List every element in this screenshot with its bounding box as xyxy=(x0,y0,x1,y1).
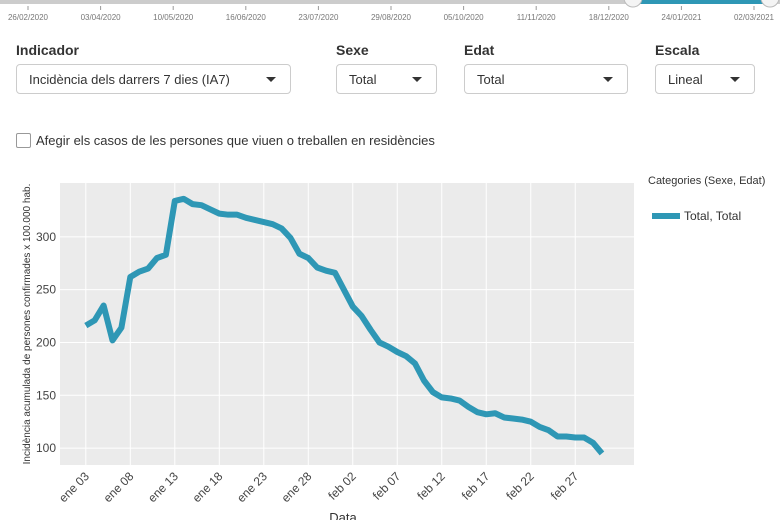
y-tick-label: 200 xyxy=(36,335,56,349)
control-label: Edat xyxy=(464,42,495,58)
x-tick-label: ene 18 xyxy=(190,469,226,505)
x-tick-label: feb 17 xyxy=(459,469,493,503)
y-tick-label: 150 xyxy=(36,388,56,402)
legend-label: Total, Total xyxy=(684,209,741,223)
x-tick-label: feb 07 xyxy=(370,469,404,503)
x-tick-label: ene 03 xyxy=(56,469,92,505)
x-tick-label: ene 13 xyxy=(145,469,181,505)
timeline-handle[interactable] xyxy=(623,0,643,8)
x-tick-label: feb 12 xyxy=(414,469,448,503)
select[interactable]: Incidència dels darrers 7 dies (IA7) xyxy=(16,64,291,94)
timeline-label: 18/12/2020 xyxy=(589,13,630,22)
timeline-label: 05/10/2020 xyxy=(444,13,485,22)
timeline-label: 02/03/2021 xyxy=(734,13,775,22)
y-axis-title: Incidència acumulada de persones confirm… xyxy=(22,184,33,465)
x-tick-label: ene 28 xyxy=(279,469,315,505)
control-label: Escala xyxy=(655,42,700,58)
select[interactable]: Total xyxy=(336,64,437,94)
y-tick-label: 250 xyxy=(36,283,56,297)
control-label: Sexe xyxy=(336,42,369,58)
x-tick-label: ene 23 xyxy=(234,469,270,505)
timeline-label: 23/07/2020 xyxy=(298,13,339,22)
timeline-label: 16/06/2020 xyxy=(226,13,267,22)
timeline-label: 11/11/2020 xyxy=(517,13,556,22)
line xyxy=(84,195,605,456)
timeline-label: 26/02/2020 xyxy=(8,13,49,22)
x-tick-label: ene 08 xyxy=(101,469,137,505)
select[interactable]: Lineal xyxy=(655,64,755,94)
checkbox[interactable] xyxy=(16,133,31,148)
plot-background xyxy=(60,183,634,465)
x-tick-label: feb 27 xyxy=(548,469,582,503)
y-tick-label: 300 xyxy=(36,230,56,244)
x-tick-label: feb 22 xyxy=(503,469,537,503)
legend-title: Categories (Sexe, Edat) xyxy=(648,175,765,187)
timeline: 26/02/2020 03/04/2020 10/05/2020 16/06/2020… xyxy=(0,0,780,22)
timeline-label: 10/05/2020 xyxy=(153,13,194,22)
timeline-label: 03/04/2020 xyxy=(81,13,122,22)
timeline-label: 29/08/2020 xyxy=(371,13,412,22)
select[interactable]: Total xyxy=(464,64,628,94)
y-tick-label: 100 xyxy=(36,441,56,455)
x-tick-label: feb 02 xyxy=(325,469,359,503)
checkbox-label: Afegir els casos de les persones que viu… xyxy=(36,133,435,148)
timeline-handle[interactable] xyxy=(760,0,780,8)
timeline-label: 24/01/2021 xyxy=(661,13,702,22)
control-label: Indicador xyxy=(16,42,80,58)
x-axis-title: Data xyxy=(329,510,357,520)
